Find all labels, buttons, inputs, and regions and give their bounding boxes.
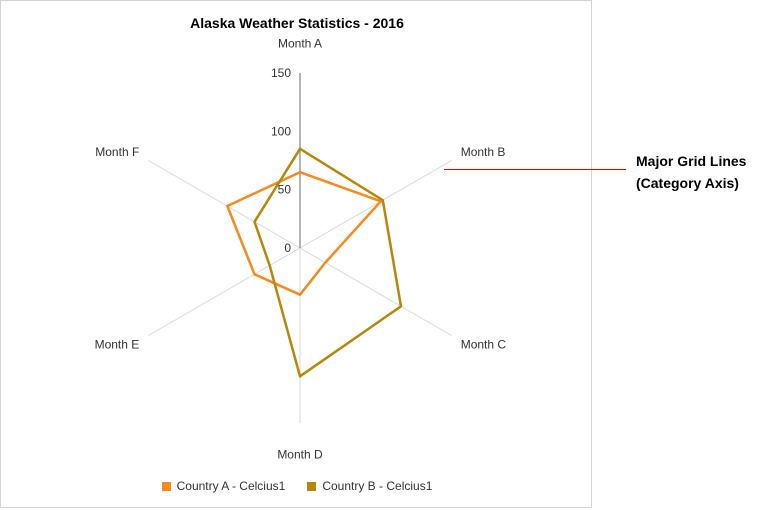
chart-title: Alaska Weather Statistics - 2016	[190, 15, 404, 31]
category-label-month-b: Month B	[461, 145, 506, 159]
category-label-month-e: Month E	[95, 337, 140, 351]
legend-item-country-b[interactable]: Country B - Celcius1	[307, 479, 432, 493]
legend-label-country-a: Country A - Celcius1	[176, 479, 286, 493]
category-label-month-d: Month D	[277, 448, 323, 462]
legend: Country A - Celcius1 Country B - Celcius…	[1, 479, 593, 493]
axis-tick-label: 100	[271, 124, 291, 138]
category-label-month-a: Month A	[278, 37, 322, 51]
annotation-line-2: (Category Axis)	[636, 175, 739, 191]
series-country-b-line[interactable]	[253, 147, 403, 378]
value-axis: 0 50 100 150	[271, 66, 301, 255]
series-country-a-line[interactable]	[226, 170, 383, 296]
grid-line-month-e	[148, 247, 301, 336]
axis-tick-label: 0	[284, 241, 291, 255]
series-layer	[226, 147, 403, 378]
annotation-pointer-line	[444, 169, 626, 170]
axis-tick-label: 50	[278, 183, 292, 197]
category-labels: Month A Month B Month C Month D Month E Month…	[95, 37, 507, 462]
grid-line-month-b	[299, 160, 452, 249]
category-grid-lines	[148, 160, 452, 423]
annotation-callout: Major Grid Lines (Category Axis)	[636, 150, 746, 194]
category-label-month-c: Month C	[461, 337, 507, 351]
legend-label-country-b: Country B - Celcius1	[322, 479, 433, 493]
category-label-month-f: Month F	[95, 145, 139, 159]
annotation-line-1: Major Grid Lines	[636, 153, 747, 169]
legend-item-country-a[interactable]: Country A - Celcius1	[161, 479, 286, 493]
legend-swatch-country-a	[161, 481, 171, 491]
legend-swatch-country-b	[307, 481, 317, 491]
axis-tick-label: 150	[271, 66, 291, 80]
chart-area: Alaska Weather Statistics - 2016 0 50 100 1…	[0, 0, 592, 508]
grid-line-month-f	[148, 160, 301, 249]
